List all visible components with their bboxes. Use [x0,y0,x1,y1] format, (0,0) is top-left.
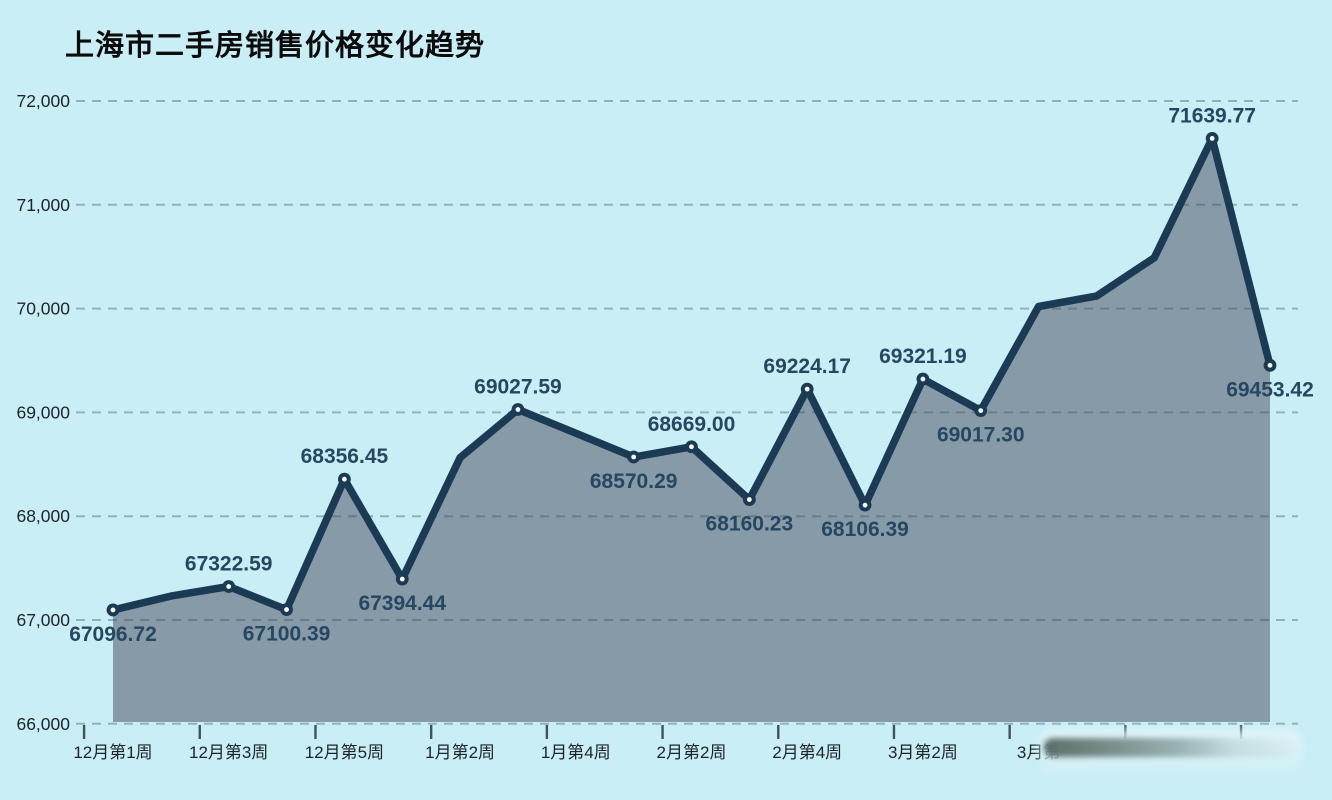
data-point-marker-center [978,408,984,414]
x-tick-label: 12月第5周 [305,743,384,762]
data-point-marker-center [862,502,868,508]
data-point-label: 71639.77 [1168,104,1256,127]
data-point-label: 69017.30 [937,424,1025,447]
x-tick-label: 2月第4周 [772,743,842,762]
y-tick-label: 68,000 [16,506,70,526]
data-point-label: 67096.72 [69,623,157,646]
x-tick-label: 12月第3周 [189,743,268,762]
chart-title: 上海市二手房销售价格变化趋势 [65,30,486,62]
x-tick-label: 3月第2周 [888,743,958,762]
y-tick-label: 72,000 [16,91,70,111]
y-tick-label: 67,000 [16,610,70,630]
data-point-marker-center [515,407,521,412]
data-point-marker-center [1267,362,1273,368]
x-tick-label: 1月第4周 [541,743,611,762]
y-tick-label: 69,000 [16,402,70,422]
data-point-marker-center [284,607,289,612]
data-point-label: 68160.23 [706,513,794,536]
data-point-marker-center [342,476,347,482]
data-point-marker-center [920,376,926,382]
data-point-marker-center [804,386,810,392]
blur-smudge-streak [1044,738,1296,757]
data-point-label: 68106.39 [821,518,909,541]
data-point-marker-center [631,454,637,460]
y-tick-label: 71,000 [16,195,70,215]
y-tick-label: 66,000 [16,714,70,734]
data-point-label: 68570.29 [590,470,678,493]
data-point-marker-center [226,584,232,589]
data-point-label: 67394.44 [358,592,446,615]
data-point-label: 67100.39 [243,623,331,646]
data-point-label: 69321.19 [879,345,967,368]
data-point-label: 68356.45 [301,445,389,468]
area-fill [113,138,1270,722]
data-point-marker-center [746,497,752,502]
data-point-label: 68669.00 [648,413,736,436]
data-point-marker-center [110,607,116,613]
data-point-marker-center [1209,135,1215,141]
data-point-marker-center [689,444,694,450]
data-point-label: 69027.59 [474,376,562,399]
data-point-label: 69453.42 [1226,378,1314,401]
y-tick-label: 70,000 [16,299,70,319]
data-point-label: 69224.17 [763,355,851,378]
x-tick-label: 1月第2周 [425,743,495,762]
x-tick-label: 2月第2周 [657,743,727,762]
data-point-label: 67322.59 [185,553,273,576]
data-point-marker-center [399,576,405,582]
x-tick-label: 12月第1周 [73,743,152,762]
